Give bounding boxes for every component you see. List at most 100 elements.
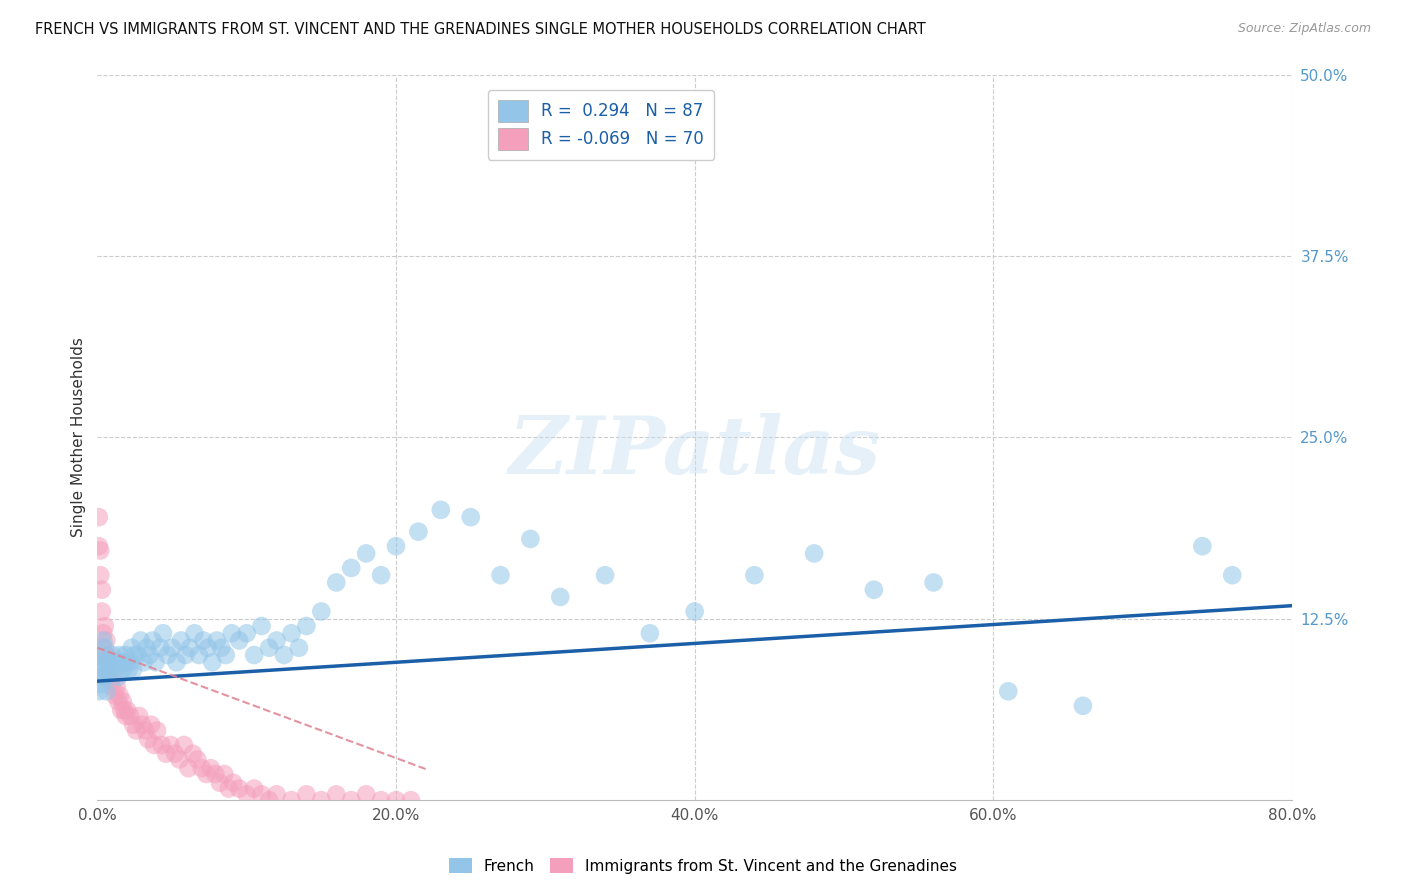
Point [96, 633, 118, 648]
Point [108, 648, 131, 662]
Point [129, 633, 152, 648]
Point [101, 680, 124, 694]
Point [325, 575, 347, 590]
Point [90, 677, 112, 691]
Point [160, 640, 183, 655]
Point [103, 665, 125, 680]
Point [122, 663, 145, 677]
Point [266, 788, 288, 802]
Point [98, 651, 121, 665]
Point [280, 626, 302, 640]
Point [744, 568, 766, 582]
Point [228, 781, 250, 796]
Point [120, 655, 142, 669]
Point [90, 582, 112, 597]
Point [205, 633, 228, 648]
Point [146, 723, 169, 738]
Point [125, 723, 148, 738]
Point [174, 648, 197, 662]
Point [204, 767, 226, 781]
Point [257, 793, 280, 807]
Point [150, 738, 173, 752]
Point [89, 568, 111, 582]
Point [87, 510, 110, 524]
Point [273, 648, 295, 662]
Point [139, 717, 162, 731]
Point [91, 640, 114, 655]
Point [115, 655, 138, 669]
Point [228, 633, 250, 648]
Point [108, 689, 131, 703]
Point [170, 633, 193, 648]
Point [295, 619, 318, 633]
Point [340, 561, 363, 575]
Point [110, 655, 132, 669]
Point [138, 648, 160, 662]
Point [187, 648, 209, 662]
Point [96, 655, 118, 669]
Point [90, 648, 112, 662]
Point [208, 776, 231, 790]
Point [186, 752, 208, 766]
Point [922, 575, 945, 590]
Point [155, 747, 177, 761]
Point [94, 619, 117, 633]
Point [97, 665, 120, 680]
Point [127, 648, 149, 662]
Point [460, 510, 482, 524]
Point [593, 568, 616, 582]
Point [87, 684, 110, 698]
Point [183, 626, 205, 640]
Point [91, 663, 114, 677]
Point [111, 663, 134, 677]
Point [295, 788, 318, 802]
Point [863, 582, 886, 597]
Point [104, 663, 127, 677]
Point [250, 788, 273, 802]
Point [143, 738, 166, 752]
Point [136, 732, 159, 747]
Text: FRENCH VS IMMIGRANTS FROM ST. VINCENT AND THE GRENADINES SINGLE MOTHER HOUSEHOLD: FRENCH VS IMMIGRANTS FROM ST. VINCENT AN… [35, 22, 927, 37]
Text: Source: ZipAtlas.com: Source: ZipAtlas.com [1237, 22, 1371, 36]
Point [101, 648, 124, 662]
Point [340, 793, 363, 807]
Point [430, 503, 453, 517]
Point [90, 605, 112, 619]
Point [489, 568, 512, 582]
Point [105, 655, 128, 669]
Point [96, 684, 118, 698]
Point [179, 640, 201, 655]
Point [149, 640, 172, 655]
Point [87, 539, 110, 553]
Point [173, 738, 195, 752]
Point [96, 655, 118, 669]
Point [200, 761, 222, 775]
Point [408, 524, 430, 539]
Point [111, 694, 134, 708]
Point [214, 767, 236, 781]
Point [94, 640, 117, 655]
Point [114, 648, 136, 662]
Point [221, 626, 243, 640]
Point [135, 640, 157, 655]
Point [131, 717, 153, 731]
Point [1220, 568, 1243, 582]
Point [94, 670, 117, 684]
Point [243, 648, 266, 662]
Point [132, 655, 155, 669]
Point [128, 709, 150, 723]
Point [354, 788, 377, 802]
Point [107, 670, 129, 684]
Point [97, 665, 120, 680]
Point [280, 793, 302, 807]
Point [218, 781, 240, 796]
Point [105, 680, 128, 694]
Point [288, 640, 311, 655]
Point [257, 640, 280, 655]
Point [354, 546, 377, 560]
Point [548, 590, 571, 604]
Point [399, 793, 422, 807]
Point [193, 633, 215, 648]
Point [112, 655, 135, 669]
Point [159, 738, 181, 752]
